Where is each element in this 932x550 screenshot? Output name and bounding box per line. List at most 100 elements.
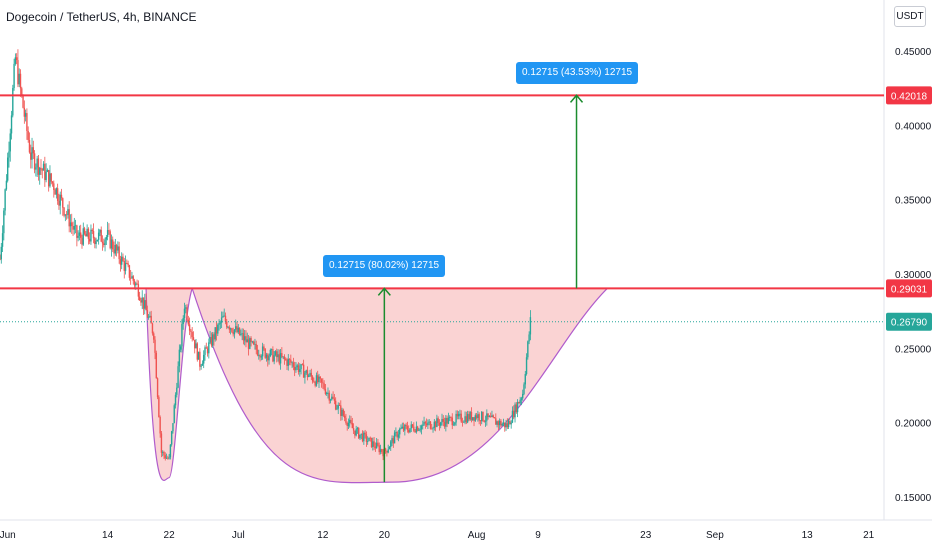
candle-body <box>320 378 323 383</box>
candle-body <box>310 372 313 377</box>
candle-body <box>447 417 450 424</box>
candle-body <box>395 432 397 433</box>
candle-body <box>277 354 279 358</box>
candle-body <box>420 425 423 430</box>
candle-body <box>174 394 177 406</box>
candle-body <box>437 418 439 423</box>
candle-body <box>144 300 146 309</box>
candle-body <box>311 376 314 382</box>
candle-body <box>222 315 224 318</box>
candle-body <box>185 307 187 309</box>
candle-body <box>390 441 392 447</box>
candle-body <box>288 359 291 360</box>
candle-body <box>241 333 243 335</box>
candle-body <box>261 346 264 357</box>
candle-body <box>97 232 100 240</box>
x-tick-label: Jul <box>232 530 245 541</box>
candle-body <box>124 263 127 271</box>
candle-body <box>158 397 160 418</box>
candle-body <box>440 422 442 426</box>
candle-body <box>80 232 82 238</box>
candle-body <box>309 372 311 376</box>
candle-body <box>133 280 136 286</box>
cup-pattern-shape[interactable] <box>191 287 609 484</box>
candle-body <box>192 337 195 340</box>
candle-body <box>100 229 102 242</box>
candle-body <box>27 130 29 140</box>
candle-body <box>361 433 364 442</box>
candle-body <box>217 324 219 334</box>
candle-body <box>232 331 234 335</box>
candle-body <box>22 95 24 108</box>
candle-body <box>110 239 113 249</box>
candle-body <box>114 244 117 254</box>
candle-body <box>419 429 421 431</box>
candle-body <box>518 402 520 404</box>
candle-body <box>387 449 389 453</box>
candle-body <box>443 421 446 427</box>
candle-body <box>64 214 67 216</box>
candle-body <box>345 417 347 423</box>
candle-body <box>56 188 59 201</box>
candle-body <box>81 237 83 245</box>
candle-body <box>341 409 343 416</box>
candle-body <box>249 338 251 349</box>
candle-body <box>9 133 11 152</box>
resistance-price-label: 0.42018 <box>891 91 928 102</box>
handle-pattern-shape[interactable] <box>145 287 194 481</box>
candle-body <box>170 431 173 445</box>
currency-unit-badge[interactable]: USDT <box>894 6 926 27</box>
candle-body <box>141 297 143 303</box>
candle-body <box>88 238 91 242</box>
candle-body <box>510 422 512 425</box>
candle-body <box>229 328 232 330</box>
candle-body <box>39 167 41 175</box>
measurement-label-upper: 0.12715 (43.53%) 12715 <box>516 62 639 84</box>
candle-body <box>231 328 233 332</box>
candle-body <box>372 441 374 448</box>
candle-body <box>482 411 484 421</box>
candle-body <box>71 222 73 227</box>
candle-body <box>528 334 530 342</box>
candle-body <box>405 424 407 427</box>
x-tick-label: 20 <box>379 530 391 541</box>
candle-body <box>382 451 384 457</box>
candle-body <box>509 420 511 425</box>
x-tick-label: Jun <box>0 530 16 541</box>
candle-body <box>58 200 60 206</box>
candle-body <box>6 157 9 181</box>
candle-body <box>319 376 321 379</box>
candle-body <box>50 173 52 182</box>
candle-body <box>416 426 419 431</box>
candle-body <box>337 405 339 409</box>
candle-body <box>377 442 379 446</box>
candle-body <box>500 420 502 426</box>
candle-body <box>325 392 328 394</box>
candle-body <box>113 249 115 254</box>
candle-body <box>203 354 205 364</box>
candle-body <box>137 284 140 297</box>
candle-body <box>369 437 371 439</box>
current-price-label: 0.26790 <box>891 318 928 329</box>
candle-body <box>201 363 204 366</box>
candle-body <box>365 434 368 442</box>
candle-body <box>270 349 273 350</box>
candle-body <box>525 357 528 375</box>
candle-body <box>183 308 186 318</box>
candle-body <box>411 424 414 427</box>
candle-body <box>129 277 132 279</box>
candle-body <box>208 342 210 354</box>
candle-body <box>418 429 420 431</box>
x-tick-label: 14 <box>102 530 114 541</box>
candle-body <box>355 429 357 436</box>
candle-body <box>434 421 437 428</box>
candle-body <box>151 323 154 334</box>
candle-body <box>40 167 42 170</box>
candle-body <box>393 432 396 444</box>
candle-body <box>142 297 145 309</box>
candle-body <box>26 113 28 131</box>
candle-body <box>291 362 293 364</box>
candle-body <box>363 432 365 442</box>
y-tick-label: 0.25000 <box>895 344 932 355</box>
